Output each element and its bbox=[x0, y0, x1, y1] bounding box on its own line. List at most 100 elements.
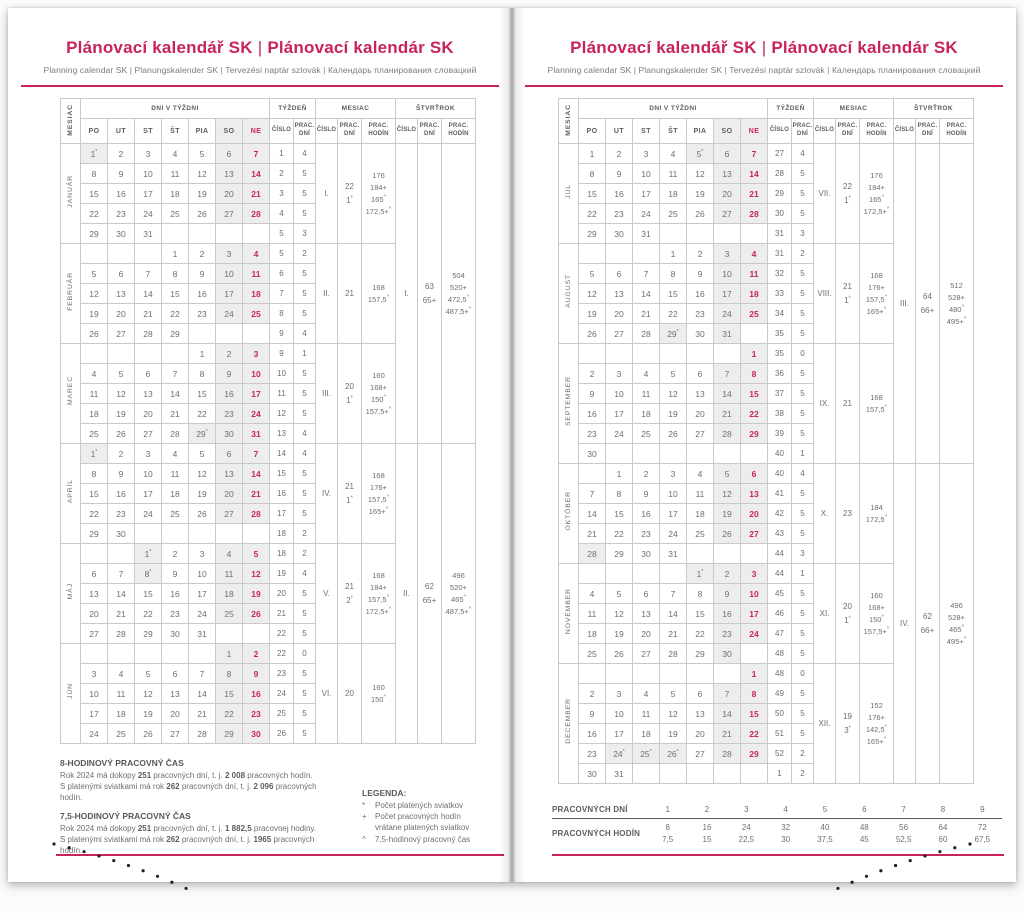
day-cell: 31 bbox=[632, 223, 660, 244]
day-cell: 17 bbox=[134, 483, 162, 504]
day-cell: 26 bbox=[107, 423, 135, 444]
day-cell: 3 bbox=[134, 143, 162, 164]
section-heading: 8-HODINOVÝ PRACOVNÝ ČAS bbox=[60, 758, 184, 768]
day-cell: 5 bbox=[659, 363, 687, 384]
day-cell: 4 bbox=[686, 463, 714, 484]
week-workdays-cell: 5 bbox=[293, 623, 316, 644]
month-numeral-cell: IX. bbox=[813, 343, 836, 464]
week-number-cell: 8 bbox=[269, 303, 294, 324]
day-cell: 18 bbox=[215, 583, 243, 604]
day-cell: 19 bbox=[686, 183, 714, 204]
week-number-cell: 13 bbox=[269, 423, 294, 444]
day-cell: 30 bbox=[215, 423, 243, 444]
week-number-cell: 6 bbox=[269, 263, 294, 284]
day-cell: 15 bbox=[80, 183, 108, 204]
day-cell bbox=[713, 443, 741, 464]
week-number-cell: 47 bbox=[767, 623, 792, 644]
sub-header: ČÍSLO bbox=[315, 118, 338, 144]
week-number-cell: 23 bbox=[269, 663, 294, 684]
day-cell: 13 bbox=[215, 463, 243, 484]
day-cell bbox=[686, 763, 714, 784]
day-cell bbox=[659, 443, 687, 464]
day-cell: 18 bbox=[107, 703, 135, 724]
day-cell: 14 bbox=[713, 703, 741, 724]
sub-header: PRAC. DNÍ bbox=[791, 118, 814, 144]
week-number-cell: 16 bbox=[269, 483, 294, 504]
day-cell: 24* bbox=[605, 743, 633, 764]
day-cell: 24 bbox=[242, 403, 270, 424]
day-cell: 23 bbox=[578, 423, 606, 444]
day-cell: 9 bbox=[578, 703, 606, 724]
month-workdays-cell: 21 bbox=[337, 243, 362, 344]
day-cell: 6 bbox=[80, 563, 108, 584]
day-cell: 3 bbox=[605, 683, 633, 704]
week-workdays-cell: 5 bbox=[293, 283, 316, 304]
week-number-cell: 31 bbox=[767, 223, 792, 244]
sub-header: PRAC. HODÍN bbox=[441, 118, 476, 144]
day-cell: 14 bbox=[632, 283, 660, 304]
week-workdays-cell: 5 bbox=[791, 683, 814, 704]
page-left: Plánovací kalendář SK | Plánovací kalendár… bbox=[8, 8, 512, 896]
week-number-cell: 42 bbox=[767, 503, 792, 524]
workhours-value: 32 30 bbox=[781, 823, 791, 844]
day-cell: 31 bbox=[242, 423, 270, 444]
day-cell: 28 bbox=[107, 623, 135, 644]
day-cell: 7 bbox=[713, 363, 741, 384]
day-cell: 19 bbox=[188, 183, 216, 204]
corner-dots-left-icon bbox=[52, 842, 200, 896]
workdays-row: PRACOVNÝCH DNÍ 1 2 3 4 5 6 7 8 9 bbox=[552, 805, 1002, 819]
month-workdays-cell: 21 bbox=[835, 343, 860, 464]
day-cell: 21 bbox=[713, 403, 741, 424]
day-cell: 8 bbox=[161, 263, 189, 284]
day-cell bbox=[740, 763, 768, 784]
week-number-cell: 12 bbox=[269, 403, 294, 424]
day-cell: 1* bbox=[80, 443, 108, 464]
month-numeral-cell: III. bbox=[315, 343, 338, 444]
working-time-summary: 8-HODINOVÝ PRACOVNÝ ČAS Rok 2024 má dokop… bbox=[60, 758, 338, 863]
day-cell: 3 bbox=[134, 443, 162, 464]
sub-header: PRAC. HODÍN bbox=[361, 118, 396, 144]
workdays-value: 5 bbox=[822, 805, 828, 814]
week-workdays-cell: 1 bbox=[293, 343, 316, 364]
legend-item: + Počet pracovných hodín vrátane platenýc… bbox=[362, 811, 480, 833]
day-cell bbox=[686, 223, 714, 244]
month-numeral-cell: XI. bbox=[813, 563, 836, 664]
day-cell: 22 bbox=[215, 703, 243, 724]
day-cell: 13 bbox=[632, 603, 660, 624]
week-number-cell: 31 bbox=[767, 243, 792, 264]
day-cell: 10 bbox=[713, 263, 741, 284]
day-cell: 21 bbox=[161, 403, 189, 424]
week-workdays-cell: 5 bbox=[791, 483, 814, 504]
day-cell: 22 bbox=[605, 523, 633, 544]
day-cell: 1 bbox=[659, 243, 687, 264]
day-cell: 4 bbox=[161, 443, 189, 464]
week-number-cell: 7 bbox=[269, 283, 294, 304]
day-cell bbox=[632, 243, 660, 264]
day-cell: 20 bbox=[605, 303, 633, 324]
week-workdays-cell: 5 bbox=[791, 303, 814, 324]
month-label: AUGUST bbox=[558, 243, 579, 344]
day-cell: 15 bbox=[605, 503, 633, 524]
week-workdays-cell: 4 bbox=[791, 463, 814, 484]
day-cell: 25 bbox=[632, 423, 660, 444]
week-workdays-cell: 5 bbox=[791, 523, 814, 544]
day-cell: 1 bbox=[605, 463, 633, 484]
workdays-value: 6 bbox=[862, 805, 867, 814]
month-hours-cell: 184 172,5^ bbox=[859, 463, 894, 564]
planning-table-wrap-left: MESIAC DNI V TÝŽDNI TÝŽDEŇ MESIAC ŠTVRŤROK PO… bbox=[60, 98, 512, 744]
week-number-cell: 18 bbox=[269, 523, 294, 544]
day-cell: 19 bbox=[80, 303, 108, 324]
workdays-value: 7 bbox=[901, 805, 906, 814]
day-cell: 14 bbox=[134, 283, 162, 304]
day-cell: 6 bbox=[740, 463, 768, 484]
day-cell bbox=[134, 523, 162, 544]
day-cell: 27 bbox=[134, 423, 162, 444]
sub-header: PRAC. DNÍ bbox=[293, 118, 316, 144]
workdays-value: 1 bbox=[665, 805, 670, 814]
day-cell: 11 bbox=[215, 563, 243, 584]
day-cell: 28 bbox=[740, 203, 768, 224]
month-label: MAREC bbox=[60, 343, 81, 444]
month-label: APRÍL bbox=[60, 443, 81, 544]
month-hours-cell: 152 176+ 142,5^ 165+^ bbox=[859, 663, 894, 784]
day-cell: 16 bbox=[686, 283, 714, 304]
